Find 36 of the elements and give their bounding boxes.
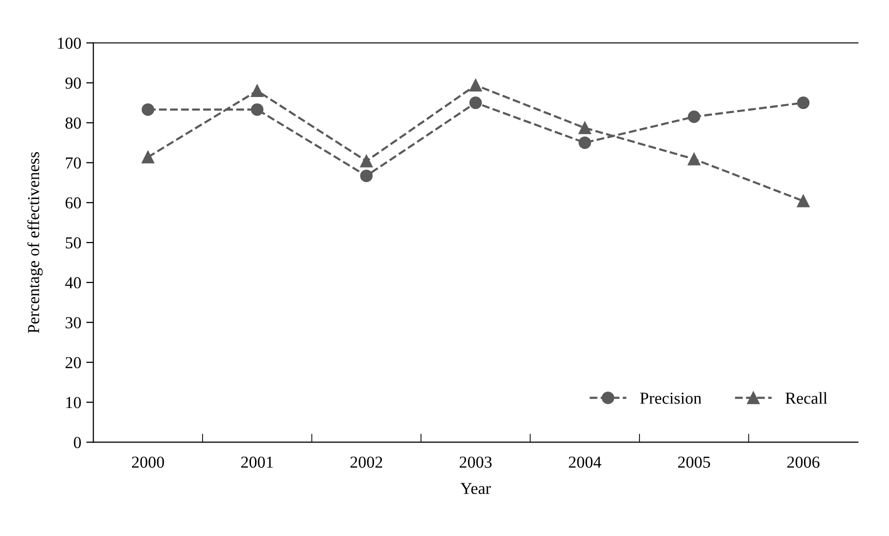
point xyxy=(688,152,700,166)
point xyxy=(578,122,592,134)
y-tick-label: 90 xyxy=(65,78,81,89)
y-tick-label: 50 xyxy=(66,237,81,248)
y-tick-label: 20 xyxy=(66,357,81,368)
x-tick-label: 2003 xyxy=(460,456,492,468)
point xyxy=(469,96,482,110)
y-tick-label: 80 xyxy=(66,117,81,129)
point xyxy=(797,194,810,208)
legend-label: Recall xyxy=(786,392,828,404)
point xyxy=(142,150,154,164)
y-tick-label: 0 xyxy=(74,436,81,448)
x-tick-label: 2001 xyxy=(241,456,273,468)
point xyxy=(250,84,264,98)
point xyxy=(142,103,154,116)
point xyxy=(688,110,700,124)
x-tick-label: 2005 xyxy=(678,456,710,468)
point xyxy=(797,96,810,110)
point xyxy=(469,78,482,92)
y-tick-label: 10 xyxy=(66,396,81,408)
x-tick-label: 2000 xyxy=(132,456,164,468)
x-tick-label: 2004 xyxy=(568,456,602,468)
x-tick-label: 2006 xyxy=(787,456,820,468)
legend-label: Precision xyxy=(640,392,702,404)
y-tick-label: 100 xyxy=(58,38,81,49)
point xyxy=(250,103,264,116)
y-tick-label: 40 xyxy=(65,277,81,288)
point xyxy=(578,136,592,149)
y-axis-title: Percentage of effectiveness xyxy=(27,152,43,334)
y-tick-label: 60 xyxy=(66,197,81,209)
point xyxy=(360,170,373,182)
point xyxy=(360,154,373,168)
y-tick-label: 30 xyxy=(66,317,81,328)
x-axis-title: Year xyxy=(460,482,491,494)
y-tick-label: 70 xyxy=(66,157,81,169)
x-tick-label: 2002 xyxy=(350,456,382,468)
